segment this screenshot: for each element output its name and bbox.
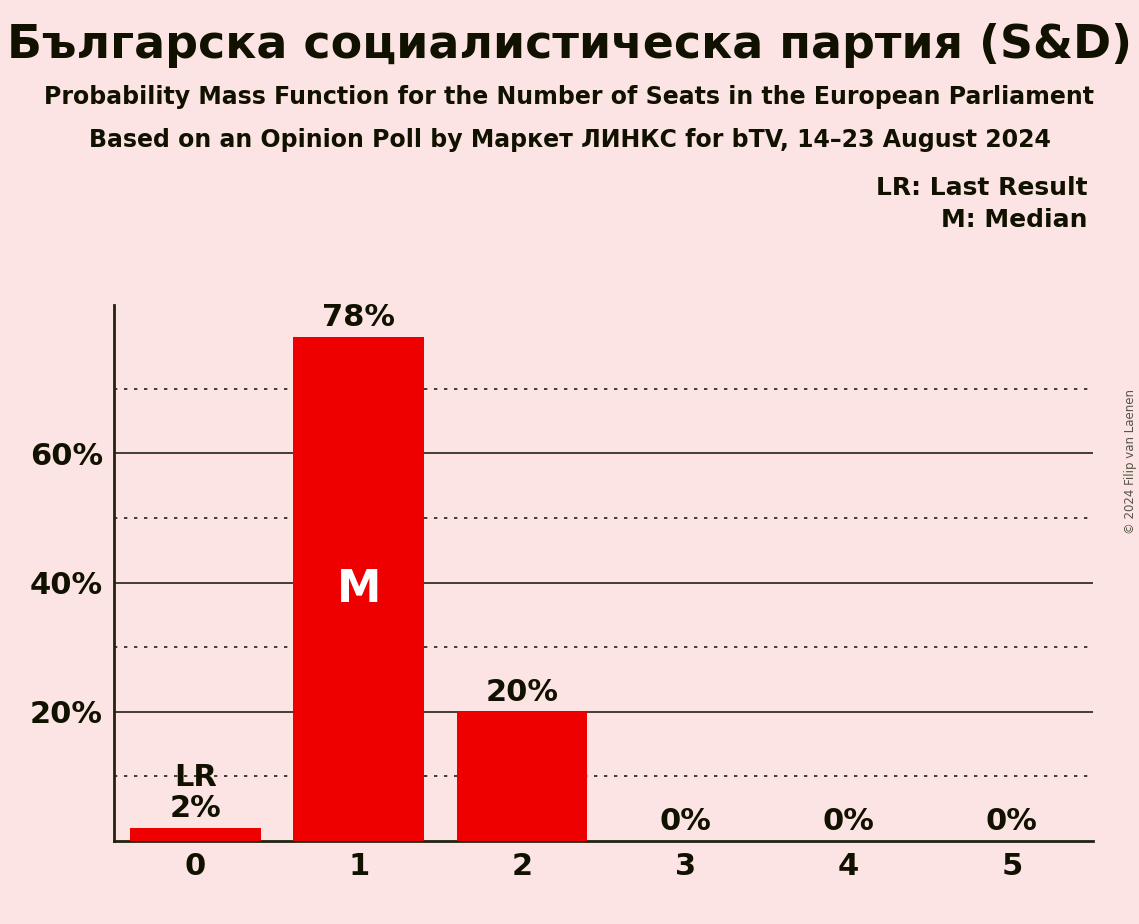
Bar xyxy=(457,711,588,841)
Text: 2%: 2% xyxy=(170,794,221,822)
Text: 0%: 0% xyxy=(659,807,711,835)
Text: 0%: 0% xyxy=(822,807,875,835)
Text: © 2024 Filip van Laenen: © 2024 Filip van Laenen xyxy=(1124,390,1137,534)
Text: Българска социалистическа партия (S&D): Българска социалистическа партия (S&D) xyxy=(7,23,1132,68)
Text: 20%: 20% xyxy=(485,677,558,707)
Bar xyxy=(130,828,261,841)
Bar xyxy=(294,337,424,841)
Text: LR: LR xyxy=(174,763,216,793)
Text: 0%: 0% xyxy=(986,807,1038,835)
Text: LR: Last Result: LR: Last Result xyxy=(876,176,1088,200)
Text: M: Median: M: Median xyxy=(941,208,1088,232)
Text: Based on an Opinion Poll by Маркет ЛИНКС for bTV, 14–23 August 2024: Based on an Opinion Poll by Маркет ЛИНКС… xyxy=(89,128,1050,152)
Text: Probability Mass Function for the Number of Seats in the European Parliament: Probability Mass Function for the Number… xyxy=(44,85,1095,109)
Text: M: M xyxy=(337,567,380,611)
Text: 78%: 78% xyxy=(322,303,395,332)
